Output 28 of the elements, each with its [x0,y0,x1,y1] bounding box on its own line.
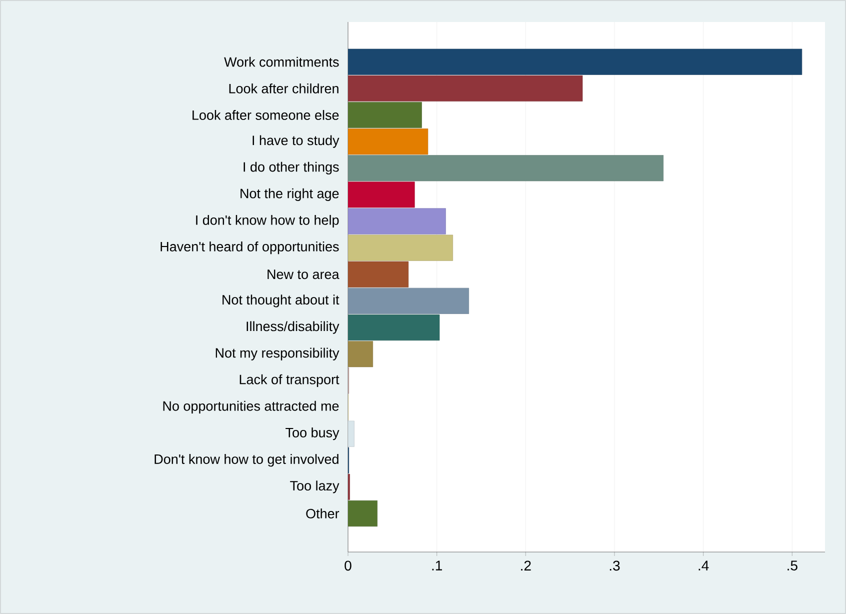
y-tick-label: Lack of transport [240,374,340,387]
y-tick-label: Look after children [229,83,338,94]
y-tick-label: Not my responsibility [216,348,340,360]
y-tick-label: Other [306,508,340,518]
y-tick-label: No opportunities attracted me [163,400,339,414]
y-tick-label: Haven't heard of opportunities [160,242,339,254]
y-tick-label: Too lazy [290,480,340,494]
x-tick-label: .5 [788,560,798,570]
y-tick-label: Work commitments [224,56,339,67]
y-tick-label: I do other things [244,162,339,174]
x-tick-label: 0 [344,560,352,571]
y-tick-label: Not the right age [240,188,339,201]
bar [348,341,374,368]
y-tick-label: Look after someone else [192,110,339,120]
bar [348,288,469,314]
x-tick-label: .2 [521,560,531,570]
bar [348,102,422,128]
y-tick-label: I don't know how to help [196,214,339,228]
x-tick-label: .1 [432,560,442,570]
y-tick-label: New to area [268,270,340,280]
y-tick-label: Don't know how to get involved [154,454,338,467]
bar [348,208,446,234]
y-tick-label: Illness/disability [246,321,340,334]
y-tick-label: Not thought about it [222,294,340,308]
y-tick-label: I have to study [252,135,340,148]
x-tick-label: .4 [698,560,709,570]
y-tick-label: Too busy [286,427,340,440]
x-tick-label: .3 [610,560,620,571]
